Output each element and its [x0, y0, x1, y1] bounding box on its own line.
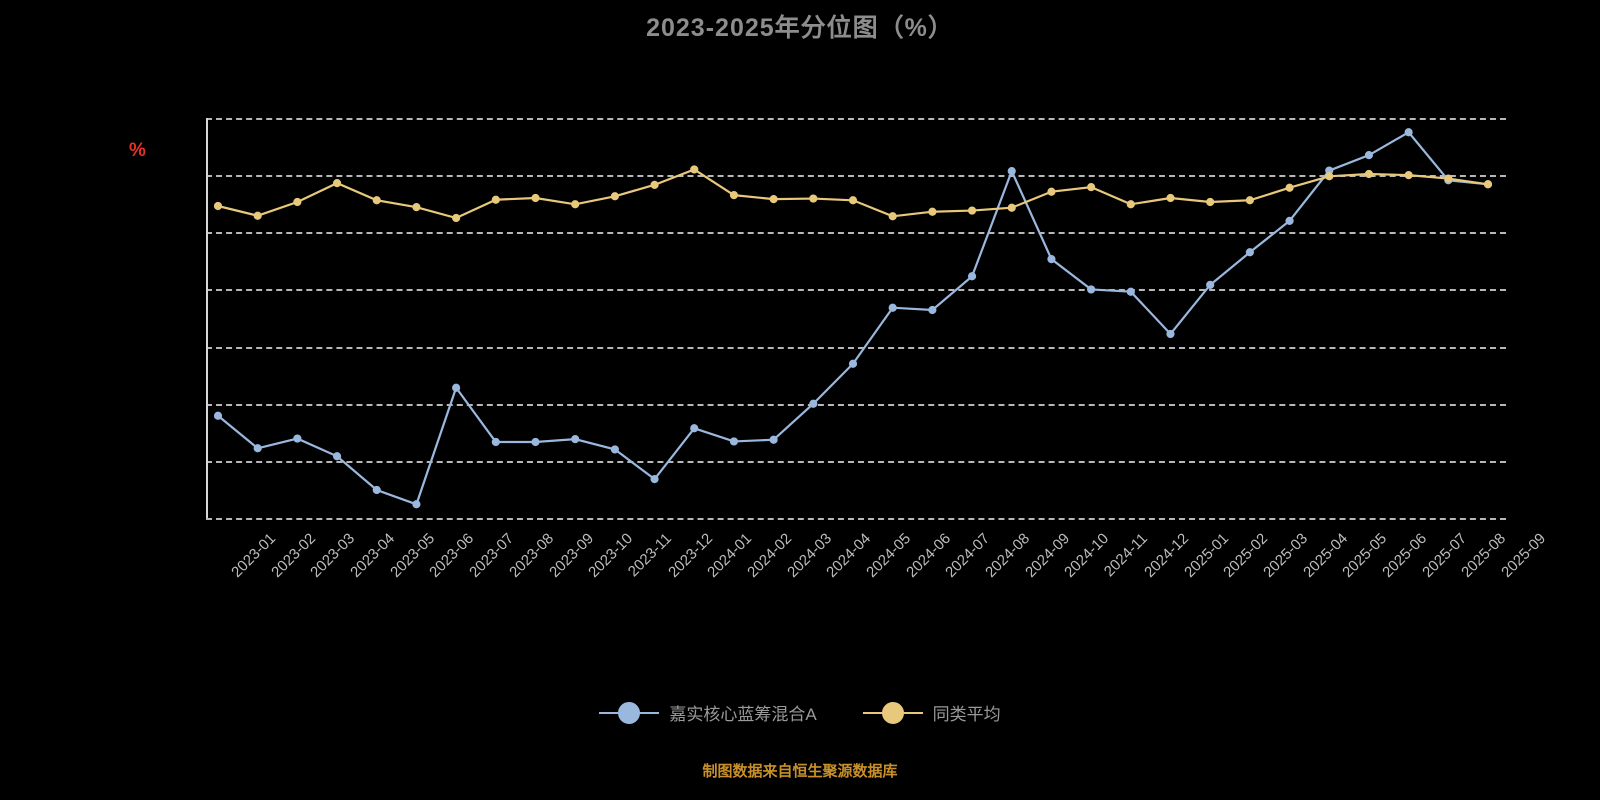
series-point: [1087, 183, 1096, 192]
series-point: [1206, 280, 1215, 289]
series-point: [1325, 172, 1334, 181]
series-point: [293, 434, 302, 443]
series-point: [769, 435, 778, 444]
x-tick-label: 2025-06: [1379, 530, 1431, 581]
series-point: [571, 435, 580, 444]
series-point: [1404, 128, 1413, 137]
series-point: [809, 399, 818, 408]
gridline: [206, 518, 1506, 520]
chart-plot-area: 010203040506070 2023-012023-022023-03202…: [206, 118, 1549, 581]
legend-label: 嘉实核心蓝筹混合A: [669, 705, 817, 724]
series-point: [412, 203, 421, 212]
footer-note: 制图数据来自恒生聚源数据库: [702, 763, 898, 780]
series-point: [1245, 196, 1254, 205]
series-point: [1166, 329, 1175, 339]
series-point: [690, 165, 699, 174]
series-point: [928, 305, 937, 315]
series-point: [848, 196, 858, 205]
series-point: [452, 383, 461, 392]
series-point: [650, 180, 659, 189]
gridline: [206, 232, 1506, 235]
series-point: [372, 485, 381, 495]
series-point: [332, 179, 342, 188]
series-point: [1126, 200, 1135, 209]
series-point: [690, 424, 699, 433]
legend-marker-icon: [599, 701, 660, 724]
series-point: [610, 445, 619, 454]
x-tick-label: 2024-08: [982, 530, 1034, 581]
series-point: [253, 444, 262, 453]
series-point: [729, 437, 739, 446]
series-point: [531, 437, 540, 447]
gridline: [206, 289, 1506, 292]
series-point: [729, 191, 739, 200]
series-point: [769, 195, 778, 204]
series-point: [888, 303, 897, 312]
series-point: [1087, 285, 1096, 294]
series-point: [293, 197, 302, 207]
y-axis-label: %: [129, 140, 146, 161]
gridline: [206, 403, 1506, 406]
series-point: [1404, 171, 1413, 180]
gridline: [206, 346, 1506, 349]
series-point: [1245, 248, 1254, 257]
x-tick-label: 2023-04: [347, 530, 399, 581]
page-title: 2023-2025年分位图（%）: [646, 14, 954, 42]
series-point: [332, 452, 342, 461]
chart-series-svg: [213, 128, 1493, 509]
gridline: [206, 118, 1506, 120]
series-point: [213, 201, 223, 211]
x-tick-label: 2024-05: [863, 530, 915, 581]
series-point: [1285, 216, 1294, 225]
series-line: [217, 130, 1489, 506]
series-point: [888, 212, 897, 221]
series-point: [452, 213, 461, 223]
x-tick-label: 2024-12: [1140, 530, 1192, 581]
series-point: [213, 411, 223, 420]
legend-item[interactable]: 同类平均: [862, 700, 1001, 725]
series-point: [1047, 255, 1056, 264]
series-point: [571, 200, 580, 209]
series-point: [1206, 197, 1215, 207]
series-point: [1444, 174, 1453, 183]
series-point: [610, 192, 619, 201]
series-point: [1007, 167, 1016, 176]
series-point: [491, 437, 500, 447]
series-point: [1285, 183, 1294, 192]
y-axis-line: [206, 118, 208, 518]
series-point: [848, 359, 858, 368]
x-tick-label: 2023-01: [228, 530, 280, 581]
series-point: [967, 206, 977, 215]
series-point: [531, 193, 540, 203]
series-point: [1047, 187, 1056, 196]
series-point: [650, 475, 659, 484]
series-point: [253, 211, 262, 220]
series-point: [372, 196, 381, 205]
series-point: [928, 207, 937, 216]
legend-item[interactable]: 嘉实核心蓝筹混合A: [599, 700, 817, 725]
series-point: [1126, 287, 1135, 296]
series-point: [1364, 151, 1374, 160]
series-point: [412, 500, 421, 509]
series-point: [1364, 169, 1374, 179]
chart-legend: 嘉实核心蓝筹混合A 同类平均: [0, 700, 1600, 725]
legend-label: 同类平均: [932, 705, 1001, 724]
legend-marker-icon: [862, 701, 923, 724]
series-point: [1007, 203, 1016, 212]
series-point: [491, 195, 500, 204]
series-point: [967, 272, 977, 281]
x-tick-label: 2024-02: [744, 530, 796, 581]
gridline: [206, 175, 1506, 178]
series-point: [809, 194, 818, 203]
gridline: [206, 460, 1506, 463]
series-point: [1483, 180, 1493, 189]
x-tick-label: 2025-09: [1498, 530, 1550, 581]
series-point: [1166, 193, 1175, 203]
